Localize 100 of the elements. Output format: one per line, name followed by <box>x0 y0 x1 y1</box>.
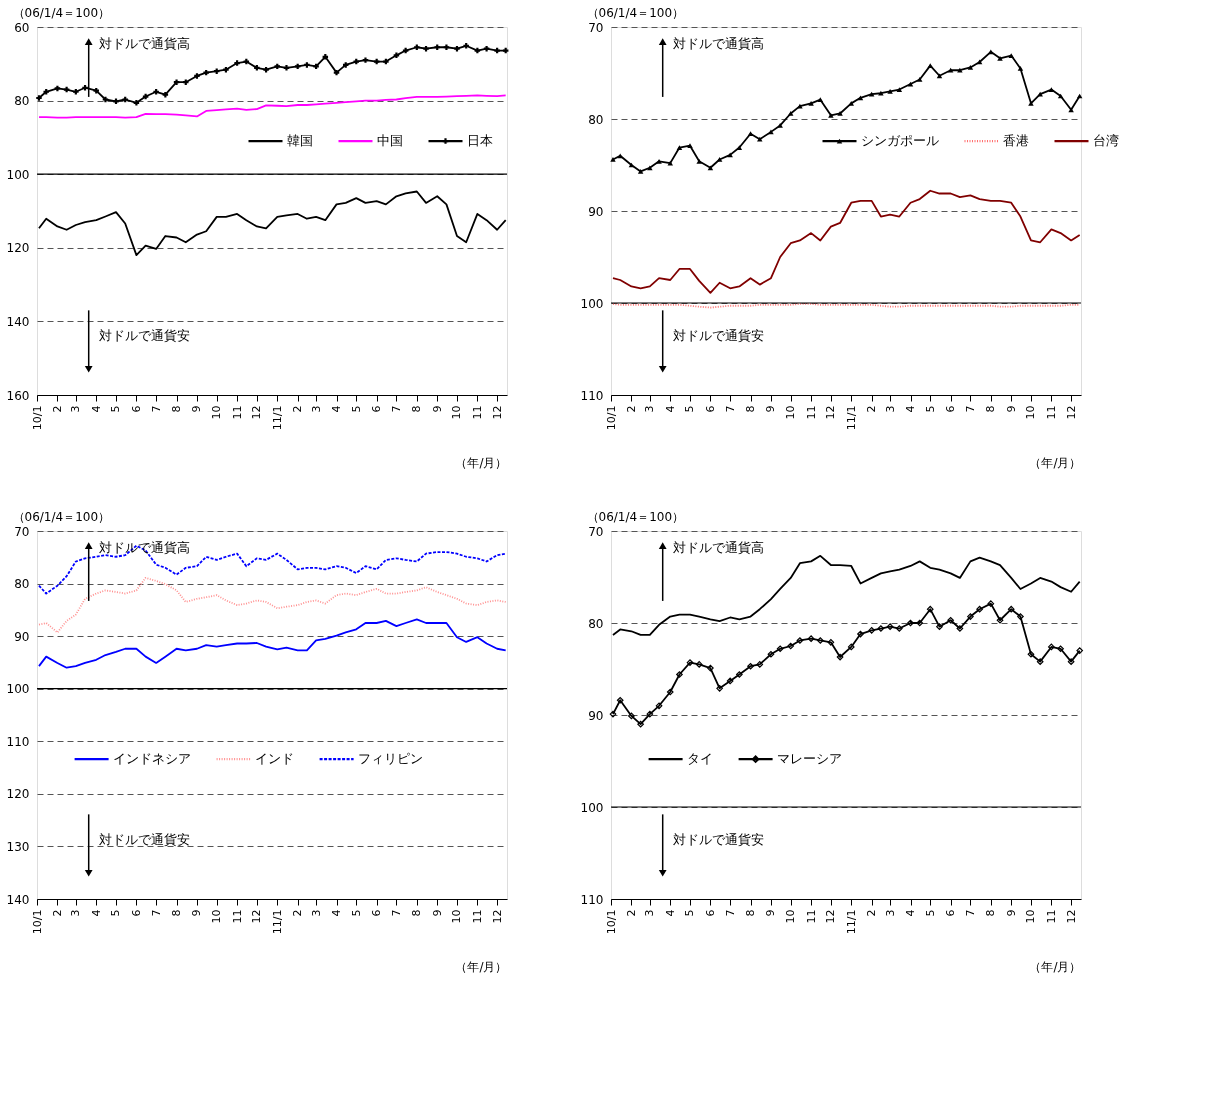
y-tick-label: 120 <box>6 787 30 802</box>
x-tick-label: 11 <box>804 909 818 924</box>
x-tick-label: 3 <box>883 405 897 413</box>
point <box>776 645 784 653</box>
x-tick-label: 2 <box>865 405 879 413</box>
x-tick-label: 12 <box>824 405 838 420</box>
point <box>895 625 903 632</box>
x-tick-label: 10 <box>210 909 224 924</box>
x-tick-label: 5 <box>683 405 697 413</box>
point <box>234 60 240 66</box>
legend-label: マレーシア <box>776 751 842 767</box>
x-tick-label: 8 <box>170 405 184 413</box>
point <box>383 58 389 65</box>
point <box>957 67 963 73</box>
point <box>808 100 814 106</box>
line-series <box>38 190 507 257</box>
annotation: 対ドルで通貨安 <box>672 832 764 848</box>
y-tick-label: 110 <box>580 892 604 907</box>
x-tick-label: 5 <box>109 909 123 917</box>
legend-label: 香港 <box>1002 133 1029 149</box>
x-tick-label: 7 <box>723 909 737 917</box>
x-tick-label: 4 <box>904 909 918 917</box>
x-tick-label: 10/1 <box>30 405 44 431</box>
y-tick-label: 60 <box>14 20 30 35</box>
point <box>102 96 109 103</box>
line-series <box>38 576 507 634</box>
point <box>847 643 855 651</box>
y-tick-label: 80 <box>14 577 30 592</box>
point <box>333 69 340 76</box>
point <box>687 143 693 149</box>
point <box>836 653 844 661</box>
point <box>63 86 70 93</box>
point <box>768 129 774 135</box>
point <box>610 157 616 162</box>
point <box>616 696 624 704</box>
x-tick-label: 11 <box>1044 909 1058 924</box>
y-tick-label: 140 <box>6 314 30 329</box>
x-axis-title: （年/月） <box>1029 959 1082 974</box>
point <box>313 63 319 70</box>
x-tick-label: 9 <box>764 405 778 413</box>
point <box>676 145 683 150</box>
annotation: 対ドルで通貨高 <box>98 539 190 555</box>
x-tick-label: 2 <box>50 405 64 413</box>
point <box>414 44 420 50</box>
point <box>73 89 79 95</box>
x-tick-label: 10/1 <box>604 909 618 935</box>
x-tick-label: 11/1 <box>270 909 284 935</box>
point <box>646 710 654 718</box>
point <box>483 45 490 52</box>
x-tick-label: 6 <box>129 909 143 917</box>
x-tick-label: 2 <box>291 405 305 413</box>
legend-label: 韓国 <box>286 133 313 149</box>
legend-label: インド <box>254 751 294 767</box>
point <box>502 47 509 54</box>
annotation: 対ドルで通貨高 <box>672 539 764 555</box>
x-tick-label: 10 <box>450 909 464 924</box>
x-tick-label: 10/1 <box>604 405 618 431</box>
point <box>609 710 617 718</box>
point <box>402 47 409 54</box>
x-tick-label: 10 <box>1024 405 1038 420</box>
point <box>828 112 834 118</box>
y-tick-label: 100 <box>6 682 30 697</box>
legend-label: シンガポール <box>860 133 939 149</box>
point <box>254 65 260 71</box>
x-tick-label: 9 <box>430 909 444 917</box>
point <box>896 87 903 92</box>
y-tick-label: 120 <box>6 241 30 256</box>
line-series <box>38 94 507 119</box>
point <box>243 58 250 65</box>
x-tick-label: 10 <box>1024 909 1038 924</box>
point <box>726 677 734 685</box>
y-tick-label: 80 <box>588 616 604 631</box>
x-tick-label: 3 <box>69 405 83 413</box>
x-tick-label: 10 <box>784 405 798 420</box>
point <box>304 62 310 68</box>
x-tick-label: 12 <box>490 909 504 924</box>
legend-label: 日本 <box>466 133 493 149</box>
point <box>837 111 843 116</box>
point <box>637 169 644 174</box>
y-axis-title: （06/1/4＝100） <box>12 509 111 524</box>
x-tick-label: 3 <box>883 909 897 917</box>
y-tick-label: 90 <box>588 204 604 219</box>
x-tick-label: 9 <box>1004 405 1018 413</box>
point <box>907 81 914 87</box>
x-tick-label: 4 <box>663 909 677 917</box>
x-tick-label: 5 <box>683 909 697 917</box>
point <box>967 65 974 70</box>
point <box>676 671 683 678</box>
point <box>1048 87 1055 92</box>
point <box>173 79 180 85</box>
x-tick-label: 7 <box>963 405 977 413</box>
point <box>423 45 429 52</box>
x-tick-label: 7 <box>389 909 403 917</box>
x-tick-label: 4 <box>89 909 103 917</box>
annotation: 対ドルで通貨安 <box>98 832 190 848</box>
x-tick-label: 11 <box>804 405 818 420</box>
y-tick-label: 90 <box>588 708 604 723</box>
x-tick-label: 7 <box>149 405 163 413</box>
point <box>454 45 460 52</box>
point <box>916 77 923 82</box>
